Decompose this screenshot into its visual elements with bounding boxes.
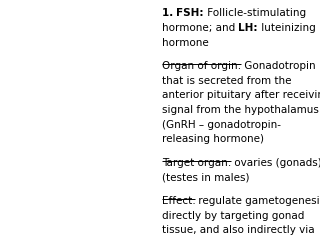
Text: regulate gametogenesis: regulate gametogenesis — [196, 196, 320, 206]
Text: FSH:: FSH: — [176, 8, 204, 18]
Text: releasing hormone): releasing hormone) — [162, 134, 264, 144]
Text: Target organ:: Target organ: — [162, 158, 231, 168]
Text: hormone; and: hormone; and — [162, 23, 238, 33]
Text: (testes in males): (testes in males) — [162, 173, 249, 182]
Text: signal from the hypothalamus: signal from the hypothalamus — [162, 105, 318, 115]
Text: luteinizing: luteinizing — [258, 23, 315, 33]
Text: 1.: 1. — [162, 8, 176, 18]
Text: hormone: hormone — [162, 38, 208, 48]
Text: Organ of orgin:: Organ of orgin: — [162, 61, 241, 71]
Text: ovaries (gonads): ovaries (gonads) — [231, 158, 320, 168]
Text: that is secreted from the: that is secreted from the — [162, 76, 291, 86]
Text: Gonadotropin: Gonadotropin — [241, 61, 316, 71]
Text: directly by targeting gonad: directly by targeting gonad — [162, 211, 304, 221]
Text: LH:: LH: — [238, 23, 258, 33]
Text: Effect:: Effect: — [162, 196, 196, 206]
Text: anterior pituitary after receiving: anterior pituitary after receiving — [162, 90, 320, 100]
Text: (GnRH – gonadotropin-: (GnRH – gonadotropin- — [162, 120, 281, 130]
Text: Follicle-stimulating: Follicle-stimulating — [204, 8, 306, 18]
Text: tissue, and also indirectly via: tissue, and also indirectly via — [162, 225, 314, 235]
